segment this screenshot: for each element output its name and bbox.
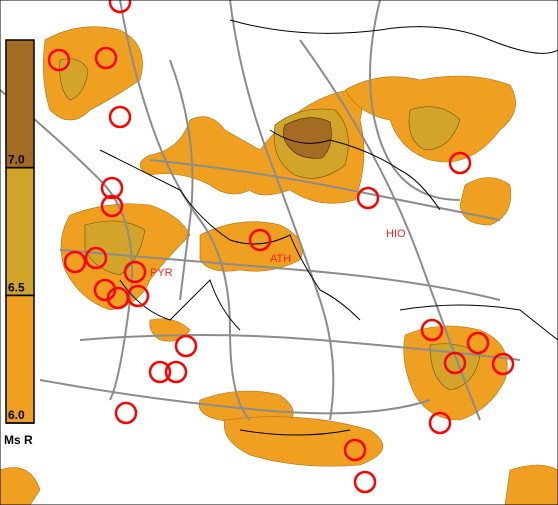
legend-band xyxy=(5,39,35,169)
legend-band xyxy=(5,166,35,297)
legend-tick-label: 7.0 xyxy=(8,153,25,167)
legend-tick-label: 6.0 xyxy=(8,408,25,422)
epicenters xyxy=(47,0,515,494)
faults xyxy=(0,0,521,421)
coastline xyxy=(99,19,558,436)
legend-band xyxy=(5,294,35,424)
legend-title: Ms R xyxy=(4,433,33,447)
city-label: HIO xyxy=(386,228,406,240)
city-label: PYR xyxy=(150,267,173,279)
city-label: ATH xyxy=(270,253,291,265)
legend-tick-label: 6.5 xyxy=(8,280,25,294)
